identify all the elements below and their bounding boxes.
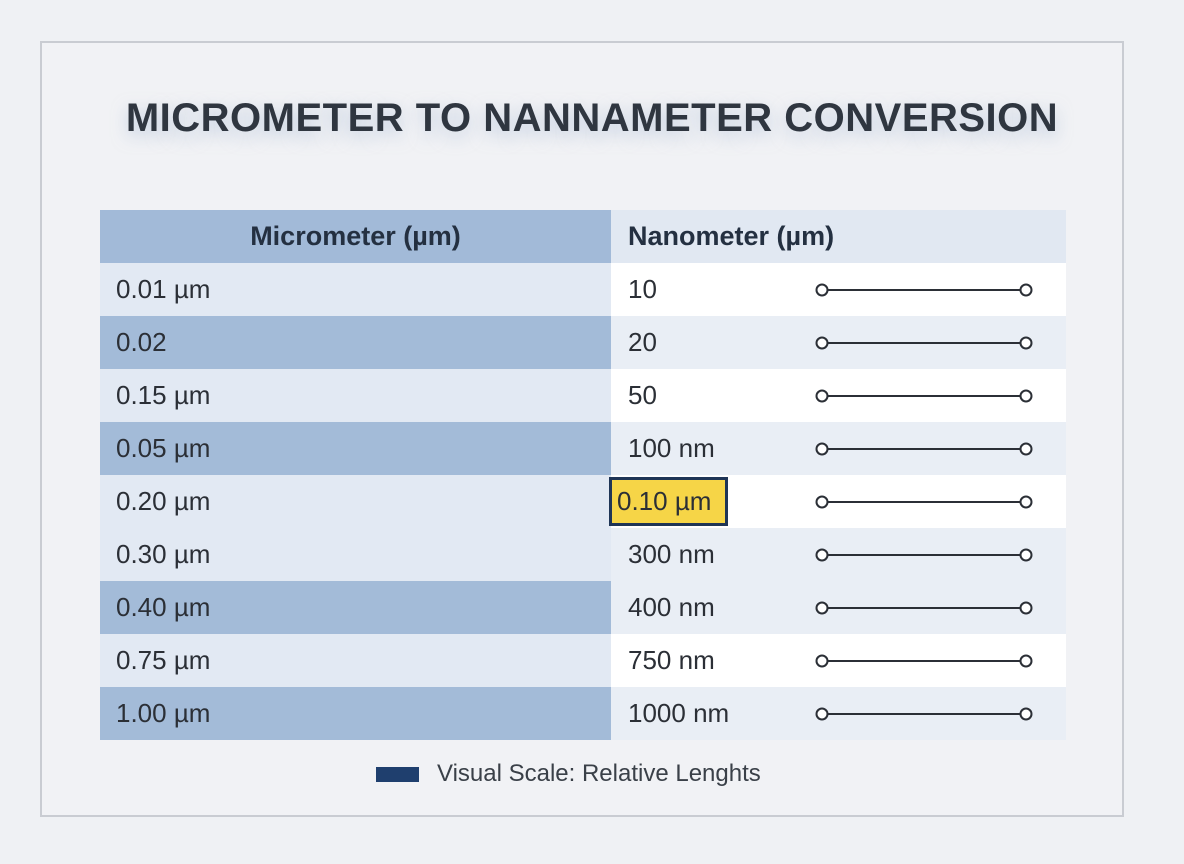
scale-line-icon xyxy=(815,282,1033,298)
micrometer-cell: 1.00 µm xyxy=(100,687,611,740)
nanometer-value: 10 xyxy=(628,274,657,304)
legend-swatch xyxy=(376,766,419,782)
micrometer-cell: 0.20 µm xyxy=(100,475,611,528)
nanometer-cell: 750 nm xyxy=(611,634,1066,687)
scale-line-icon xyxy=(815,706,1033,722)
scale-line-icon xyxy=(815,388,1033,404)
micrometer-cell: 0.75 µm xyxy=(100,634,611,687)
nanometer-cell: 400 nm xyxy=(611,581,1066,634)
nanometer-cell: 50 xyxy=(611,369,1066,422)
micrometer-cell: 0.15 µm xyxy=(100,369,611,422)
micrometer-cell: 0.30 µm xyxy=(100,528,611,581)
highlighted-value: 0.10 µm xyxy=(609,477,729,526)
micrometer-cell: 0.05 µm xyxy=(100,422,611,475)
micrometer-cell: 0.40 µm xyxy=(100,581,611,634)
nanometer-cell: 0.10 µm xyxy=(609,475,1066,528)
table-row: 0.30 µm 300 nm xyxy=(100,528,1066,581)
legend-label: Visual Scale: Relative Lenghts xyxy=(437,760,761,787)
nanometer-cell: 20 xyxy=(611,316,1066,369)
scale-line-icon xyxy=(815,653,1033,669)
table-row: 0.01 µm 10 xyxy=(100,263,1066,316)
micrometer-cell: 0.01 µm xyxy=(100,263,611,316)
nanometer-cell: 300 nm xyxy=(611,528,1066,581)
conversion-table: Micrometer (µm) Nanometer (µm) 0.01 µm 1… xyxy=(100,210,1066,740)
table-header-row: Micrometer (µm) Nanometer (µm) xyxy=(100,210,1066,263)
scale-line-icon xyxy=(815,441,1033,457)
legend: Visual Scale: Relative Lenghts xyxy=(376,760,761,788)
table-row: 0.40 µm 400 nm xyxy=(100,581,1066,634)
scale-line-icon xyxy=(815,494,1033,510)
nanometer-value: 300 nm xyxy=(628,539,715,569)
nanometer-value: 1000 nm xyxy=(628,698,730,728)
scale-line-icon xyxy=(815,600,1033,616)
scale-line-icon xyxy=(815,547,1033,563)
table-row: 0.05 µm 100 nm xyxy=(100,422,1066,475)
nanometer-cell: 100 nm xyxy=(611,422,1066,475)
header-micrometer: Micrometer (µm) xyxy=(100,210,611,263)
header-nanometer: Nanometer (µm) xyxy=(611,210,1066,263)
nanometer-value: 100 nm xyxy=(628,433,715,463)
table-row: 0.20 µm 0.10 µm xyxy=(100,475,1066,528)
micrometer-cell: 0.02 xyxy=(100,316,611,369)
table-row: 0.75 µm 750 nm xyxy=(100,634,1066,687)
nanometer-value: 400 nm xyxy=(628,592,715,622)
nanometer-cell: 10 xyxy=(611,263,1066,316)
nanometer-value: 20 xyxy=(628,327,657,357)
nanometer-cell: 1000 nm xyxy=(611,687,1066,740)
table-row: 1.00 µm 1000 nm xyxy=(100,687,1066,740)
table-row: 0.15 µm 50 xyxy=(100,369,1066,422)
scale-line-icon xyxy=(815,335,1033,351)
nanometer-value: 750 nm xyxy=(628,645,715,675)
nanometer-value: 50 xyxy=(628,380,657,410)
table-row: 0.02 20 xyxy=(100,316,1066,369)
page-title: MICROMETER TO NANNAMETER CONVERSION xyxy=(125,96,1059,140)
